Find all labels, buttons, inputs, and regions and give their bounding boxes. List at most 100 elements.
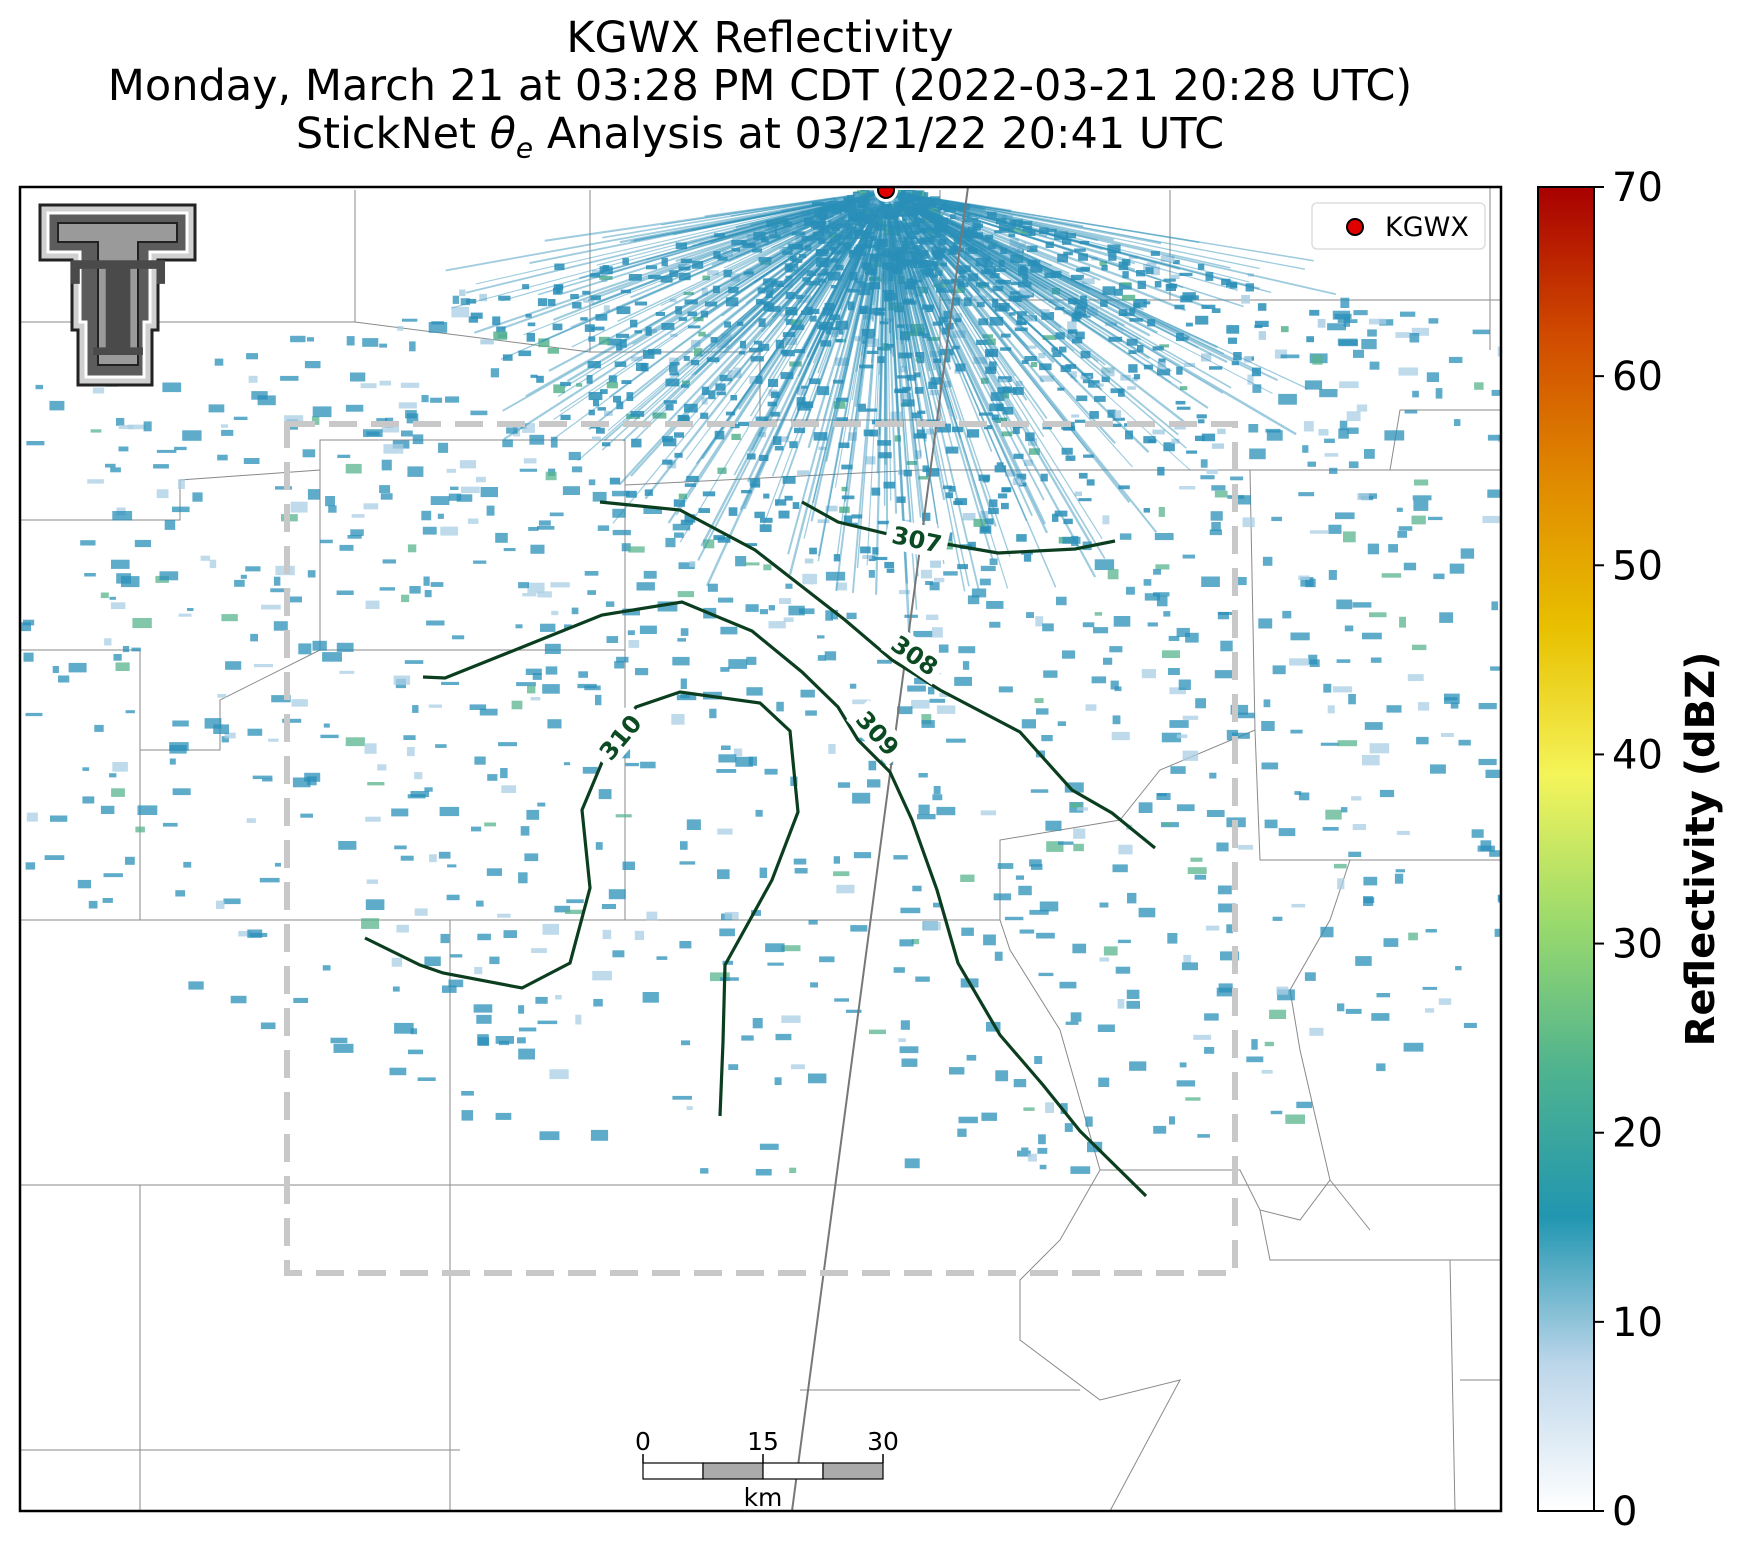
echo-pixel: [846, 226, 857, 233]
echo-pixel: [1296, 1101, 1313, 1109]
echo-pixel: [554, 263, 565, 271]
echo-pixel: [674, 532, 684, 538]
echo-pixel: [209, 559, 217, 569]
echo-pixel: [351, 514, 365, 518]
echo-streak: [675, 192, 877, 263]
echo-pixel: [720, 667, 730, 672]
echo-pixel: [1025, 432, 1035, 442]
echo-streak: [919, 235, 974, 298]
echo-pixel: [1057, 253, 1068, 263]
echo-pixel: [307, 776, 317, 786]
echo-pixel: [925, 581, 934, 585]
echo-streak: [596, 193, 873, 266]
echo-pixel: [1163, 278, 1176, 282]
echo-pixel: [988, 244, 996, 249]
echo-pixel: [869, 308, 882, 315]
echo-pixel: [836, 884, 855, 894]
echo-pixel: [1205, 925, 1220, 931]
echo-pixel: [768, 605, 775, 611]
echo-pixel: [805, 710, 817, 716]
echo-pixel: [471, 826, 482, 832]
echo-pixel: [178, 613, 192, 617]
echo-pixel: [421, 510, 432, 521]
echo-pixel: [670, 362, 680, 366]
echo-pixel: [1324, 438, 1335, 443]
echo-pixel: [424, 787, 433, 792]
echo-pixel: [1034, 1056, 1043, 1064]
echo-pixel: [773, 436, 782, 445]
echo-pixel: [84, 573, 96, 577]
echo-pixel: [670, 333, 678, 337]
echo-streak: [888, 216, 919, 460]
echo-pixel: [394, 1022, 414, 1034]
echo-pixel: [1209, 772, 1217, 779]
echo-pixel: [857, 201, 864, 207]
echo-pixel: [111, 559, 130, 569]
echo-pixel: [330, 1037, 348, 1044]
echo-pixel: [270, 588, 291, 593]
echo-pixel: [68, 662, 87, 673]
echo-streak: [745, 204, 870, 304]
echo-pixel: [1489, 850, 1501, 857]
echo-pixel: [968, 273, 979, 282]
echo-pixel: [125, 710, 135, 714]
echo-pixel: [77, 879, 91, 889]
echo-pixel: [1195, 698, 1206, 709]
echo-pixel: [1281, 326, 1289, 333]
echo-pixel: [544, 643, 561, 654]
echo-pixel: [746, 656, 757, 665]
echo-pixel: [929, 213, 941, 222]
echo-pixel: [620, 339, 627, 348]
echo-pixel: [976, 339, 987, 345]
echo-pixel: [182, 430, 202, 441]
echo-streak: [870, 258, 882, 363]
echo-pixel: [1291, 903, 1306, 908]
echo-pixel: [717, 537, 731, 543]
echo-pixel: [568, 451, 581, 461]
echo-pixel: [983, 934, 996, 946]
echo-pixel: [1129, 1061, 1147, 1071]
echo-pixel: [914, 277, 923, 283]
echo-pixel: [1302, 445, 1309, 453]
echo-pixel: [871, 487, 881, 496]
echo-pixel: [1185, 632, 1199, 643]
echo-pixel: [785, 583, 793, 589]
echo-streak: [899, 199, 1172, 384]
echo-pixel: [1217, 428, 1226, 435]
echo-streak: [896, 219, 993, 453]
echo-pixel: [1249, 448, 1266, 460]
echo-pixel: [833, 401, 846, 409]
echo-pixel: [503, 548, 516, 552]
echo-pixel: [1000, 333, 1011, 338]
echo-streak: [918, 209, 1031, 273]
echo-pixel: [728, 1064, 739, 1070]
echo-streak: [891, 200, 999, 366]
echo-pixel: [536, 375, 544, 383]
echo-streak: [948, 209, 1238, 292]
echo-pixel: [1071, 312, 1081, 322]
echo-pixel: [1017, 281, 1032, 288]
echo-streak: [910, 203, 1151, 337]
echo-pixel: [927, 229, 936, 236]
echo-streak: [936, 198, 1200, 244]
echo-pixel: [1379, 789, 1395, 798]
echo-pixel: [834, 998, 849, 1002]
echo-pixel: [100, 592, 109, 599]
echo-pixel: [1388, 544, 1398, 553]
echo-pixel: [928, 686, 935, 695]
echo-pixel: [290, 335, 306, 343]
echo-pixel: [1035, 616, 1044, 627]
echo-streak: [914, 199, 1087, 256]
echo-pixel: [292, 777, 311, 788]
echo-pixel: [1002, 407, 1014, 415]
echo-pixel: [894, 388, 909, 394]
echo-streak: [913, 250, 1045, 501]
echo-pixel: [877, 520, 890, 525]
echo-pixel: [1353, 310, 1368, 316]
echo-pixel: [554, 905, 571, 913]
echo-pixel: [1040, 473, 1048, 482]
echo-pixel: [393, 675, 411, 685]
echo-pixel: [1098, 1077, 1110, 1087]
echo-pixel: [381, 422, 400, 433]
echo-pixel: [812, 231, 825, 241]
